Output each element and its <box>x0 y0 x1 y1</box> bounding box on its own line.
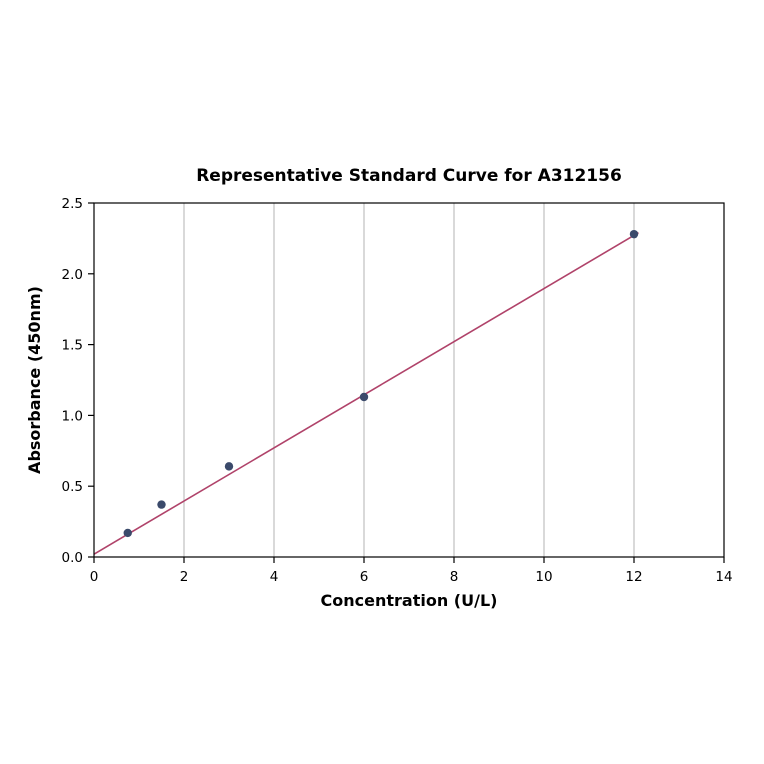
tick-layer: 0 2 4 6 8 10 12 14 0.0 0.5 1.0 1.5 2.0 2.5 <box>62 196 733 585</box>
data-point <box>359 392 369 402</box>
y-tick-label: 2.0 <box>62 267 83 283</box>
data-point <box>224 462 234 471</box>
y-tick-label: 0.0 <box>62 550 83 566</box>
grid-layer <box>183 203 635 557</box>
x-tick-label: 0 <box>90 569 99 585</box>
x-tick-label: 4 <box>270 569 279 585</box>
y-tick-label: 1.0 <box>62 408 83 424</box>
x-tick-label: 14 <box>715 569 732 585</box>
chart-title: Representative Standard Curve for A31215… <box>196 166 622 186</box>
x-tick-label: 10 <box>535 569 552 585</box>
x-axis-label: Concentration (U/L) <box>321 591 498 610</box>
plot-layer <box>93 229 639 555</box>
x-tick-label: 8 <box>450 569 459 585</box>
data-point <box>629 229 639 239</box>
x-tick-label: 12 <box>625 569 642 585</box>
y-axis-label: Absorbance (450nm) <box>25 286 44 474</box>
plot-border <box>93 202 725 558</box>
x-tick-label: 6 <box>360 569 369 585</box>
data-point <box>157 500 166 509</box>
y-tick-label: 1.5 <box>62 338 83 354</box>
x-tick-label: 2 <box>180 569 189 585</box>
y-tick-label: 0.5 <box>62 479 83 495</box>
data-point <box>123 528 132 538</box>
y-tick-label: 2.5 <box>62 196 83 212</box>
